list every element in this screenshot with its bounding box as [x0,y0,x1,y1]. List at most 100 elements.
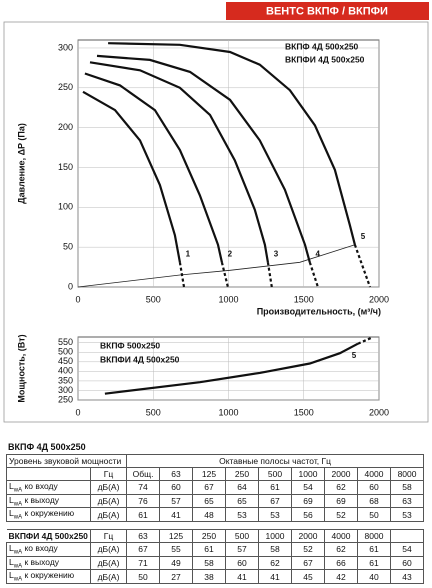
value-cell: 43 [390,569,424,585]
value-cell: 49 [159,555,193,571]
x-tick-label: 2000 [369,407,389,417]
curve-label: 1 [186,249,191,258]
label-sub: wA [13,515,23,522]
row-label: LwA ко входу [6,542,91,557]
header-row: Гц Общ. 63 125 250 500 1000 2000 4000 8000 [6,467,425,481]
table-title: ВКПФИ 4Д 500x250 [6,529,91,543]
value-cell: 27 [159,569,193,585]
header-cell: 1000 [291,467,326,481]
unit-cell: дБ(А) [89,480,128,495]
y-tick-label: 250 [58,82,73,92]
header-cell: 63 [159,467,194,481]
label-text: к выходу [22,556,60,567]
x-tick-label: 0 [75,407,80,417]
header-cell [390,529,424,543]
header-cell: 2000 [291,529,325,543]
curve-extension [308,261,319,288]
sound-table: ВКПФИ 4Д 500x250 Гц 63 125 250 500 1000 2000 400… [6,529,424,585]
label-main: L [9,543,14,553]
x-tick-label: 0 [75,294,80,304]
label-main: L [9,556,14,567]
annotation: ВКПФ 4Д 500x250 [285,41,359,51]
label-text: ко входу [22,543,58,553]
system-curve [77,244,356,288]
y-tick-label: 300 [58,42,73,52]
table-title: ВКПФ 4Д 500x250 [8,442,86,452]
value-cell: 55 [159,542,193,557]
header-cell: Октавные полосы частот, Гц [126,454,425,468]
curve [96,54,311,263]
value-cell: 41 [258,569,292,585]
curve-label: 3 [274,249,279,258]
label-sub: wA [13,563,23,570]
header-cell [6,467,91,481]
header-cell: Уровень звуковой мощности [5,454,128,468]
x-tick-label: 1000 [218,407,238,417]
value-cell: 67 [126,542,160,557]
value-cell: 68 [357,493,392,509]
label-text: ко входу [22,481,58,491]
value-cell: 58 [390,480,425,495]
header-cell: 125 [192,467,227,481]
x-tick-label: 2000 [369,294,389,304]
unit-cell: дБ(А) [90,555,127,571]
annotation: ВКПФИ 4Д 500x250 [100,354,180,364]
value-cell: 60 [159,480,194,495]
label-text: к окружению [22,508,75,519]
header-cell: 2000 [324,467,359,481]
value-cell: 58 [258,542,292,557]
value-cell: 71 [126,555,160,571]
y-tick-label: 300 [58,385,73,395]
label-main: L [9,570,14,581]
row-label: LwA к выходу [6,555,91,571]
curve [84,72,223,263]
badge: ВЕНТС ВКПФ / ВКПФИ [266,5,388,17]
label-text: к окружению [22,570,75,581]
y-tick-label: 100 [58,202,73,212]
value-cell: 45 [291,569,325,585]
curve-label: 5 [352,351,357,360]
x-tick-label: 1500 [294,294,314,304]
annotation: ВКПФИ 4Д 500x250 [285,54,365,64]
row-label: LwA к окружению [6,507,91,523]
header-cell: Гц [89,467,128,481]
value-cell: 54 [291,480,326,495]
value-cell: 65 [225,493,260,509]
header-cell: 1000 [258,529,292,543]
unit-cell: дБ(А) [89,507,128,523]
curve-extension [266,262,273,288]
curve-extension [220,262,229,288]
curve-label: 2 [228,249,233,258]
curve-extension [178,262,186,288]
row-label: LwA к окружению [6,569,91,585]
header-row: Уровень звуковой мощности Октавные полосы… [5,454,425,468]
unit-cell: дБ(А) [90,569,127,585]
value-cell: 62 [324,480,359,495]
value-cell: 60 [357,480,392,495]
value-cell: 40 [357,569,391,585]
y-tick-label: 250 [58,394,73,404]
y-tick-label: 0 [68,281,73,291]
curve [82,90,181,263]
value-cell: 57 [225,542,259,557]
data-row: LwA к окружению дБ(А) 61 41 48 53 53 56 52 50 53 [6,507,425,523]
value-cell: 64 [225,480,260,495]
header-cell: 125 [159,529,193,543]
curve [89,61,269,263]
label-main: L [9,494,14,505]
curve-label: 5 [361,232,366,241]
data-row: LwA к выходу дБ(А) 71 49 58 60 62 67 66 61 60 [6,555,424,571]
x-axis-label: Производительность, (м³/ч) [257,306,381,316]
value-cell: 61 [126,507,161,523]
value-cell: 63 [390,493,425,509]
value-cell: 62 [258,555,292,571]
header-cell: 63 [126,529,160,543]
data-row: LwA ко входу дБ(А) 74 60 67 64 61 54 62 60 58 [6,480,425,495]
header-cell: 8000 [357,529,391,543]
value-cell: 69 [324,493,359,509]
value-cell: 61 [192,542,226,557]
data-row: LwA к выходу дБ(А) 76 57 65 65 67 69 69 68 63 [6,493,425,509]
header-cell: 500 [225,529,259,543]
